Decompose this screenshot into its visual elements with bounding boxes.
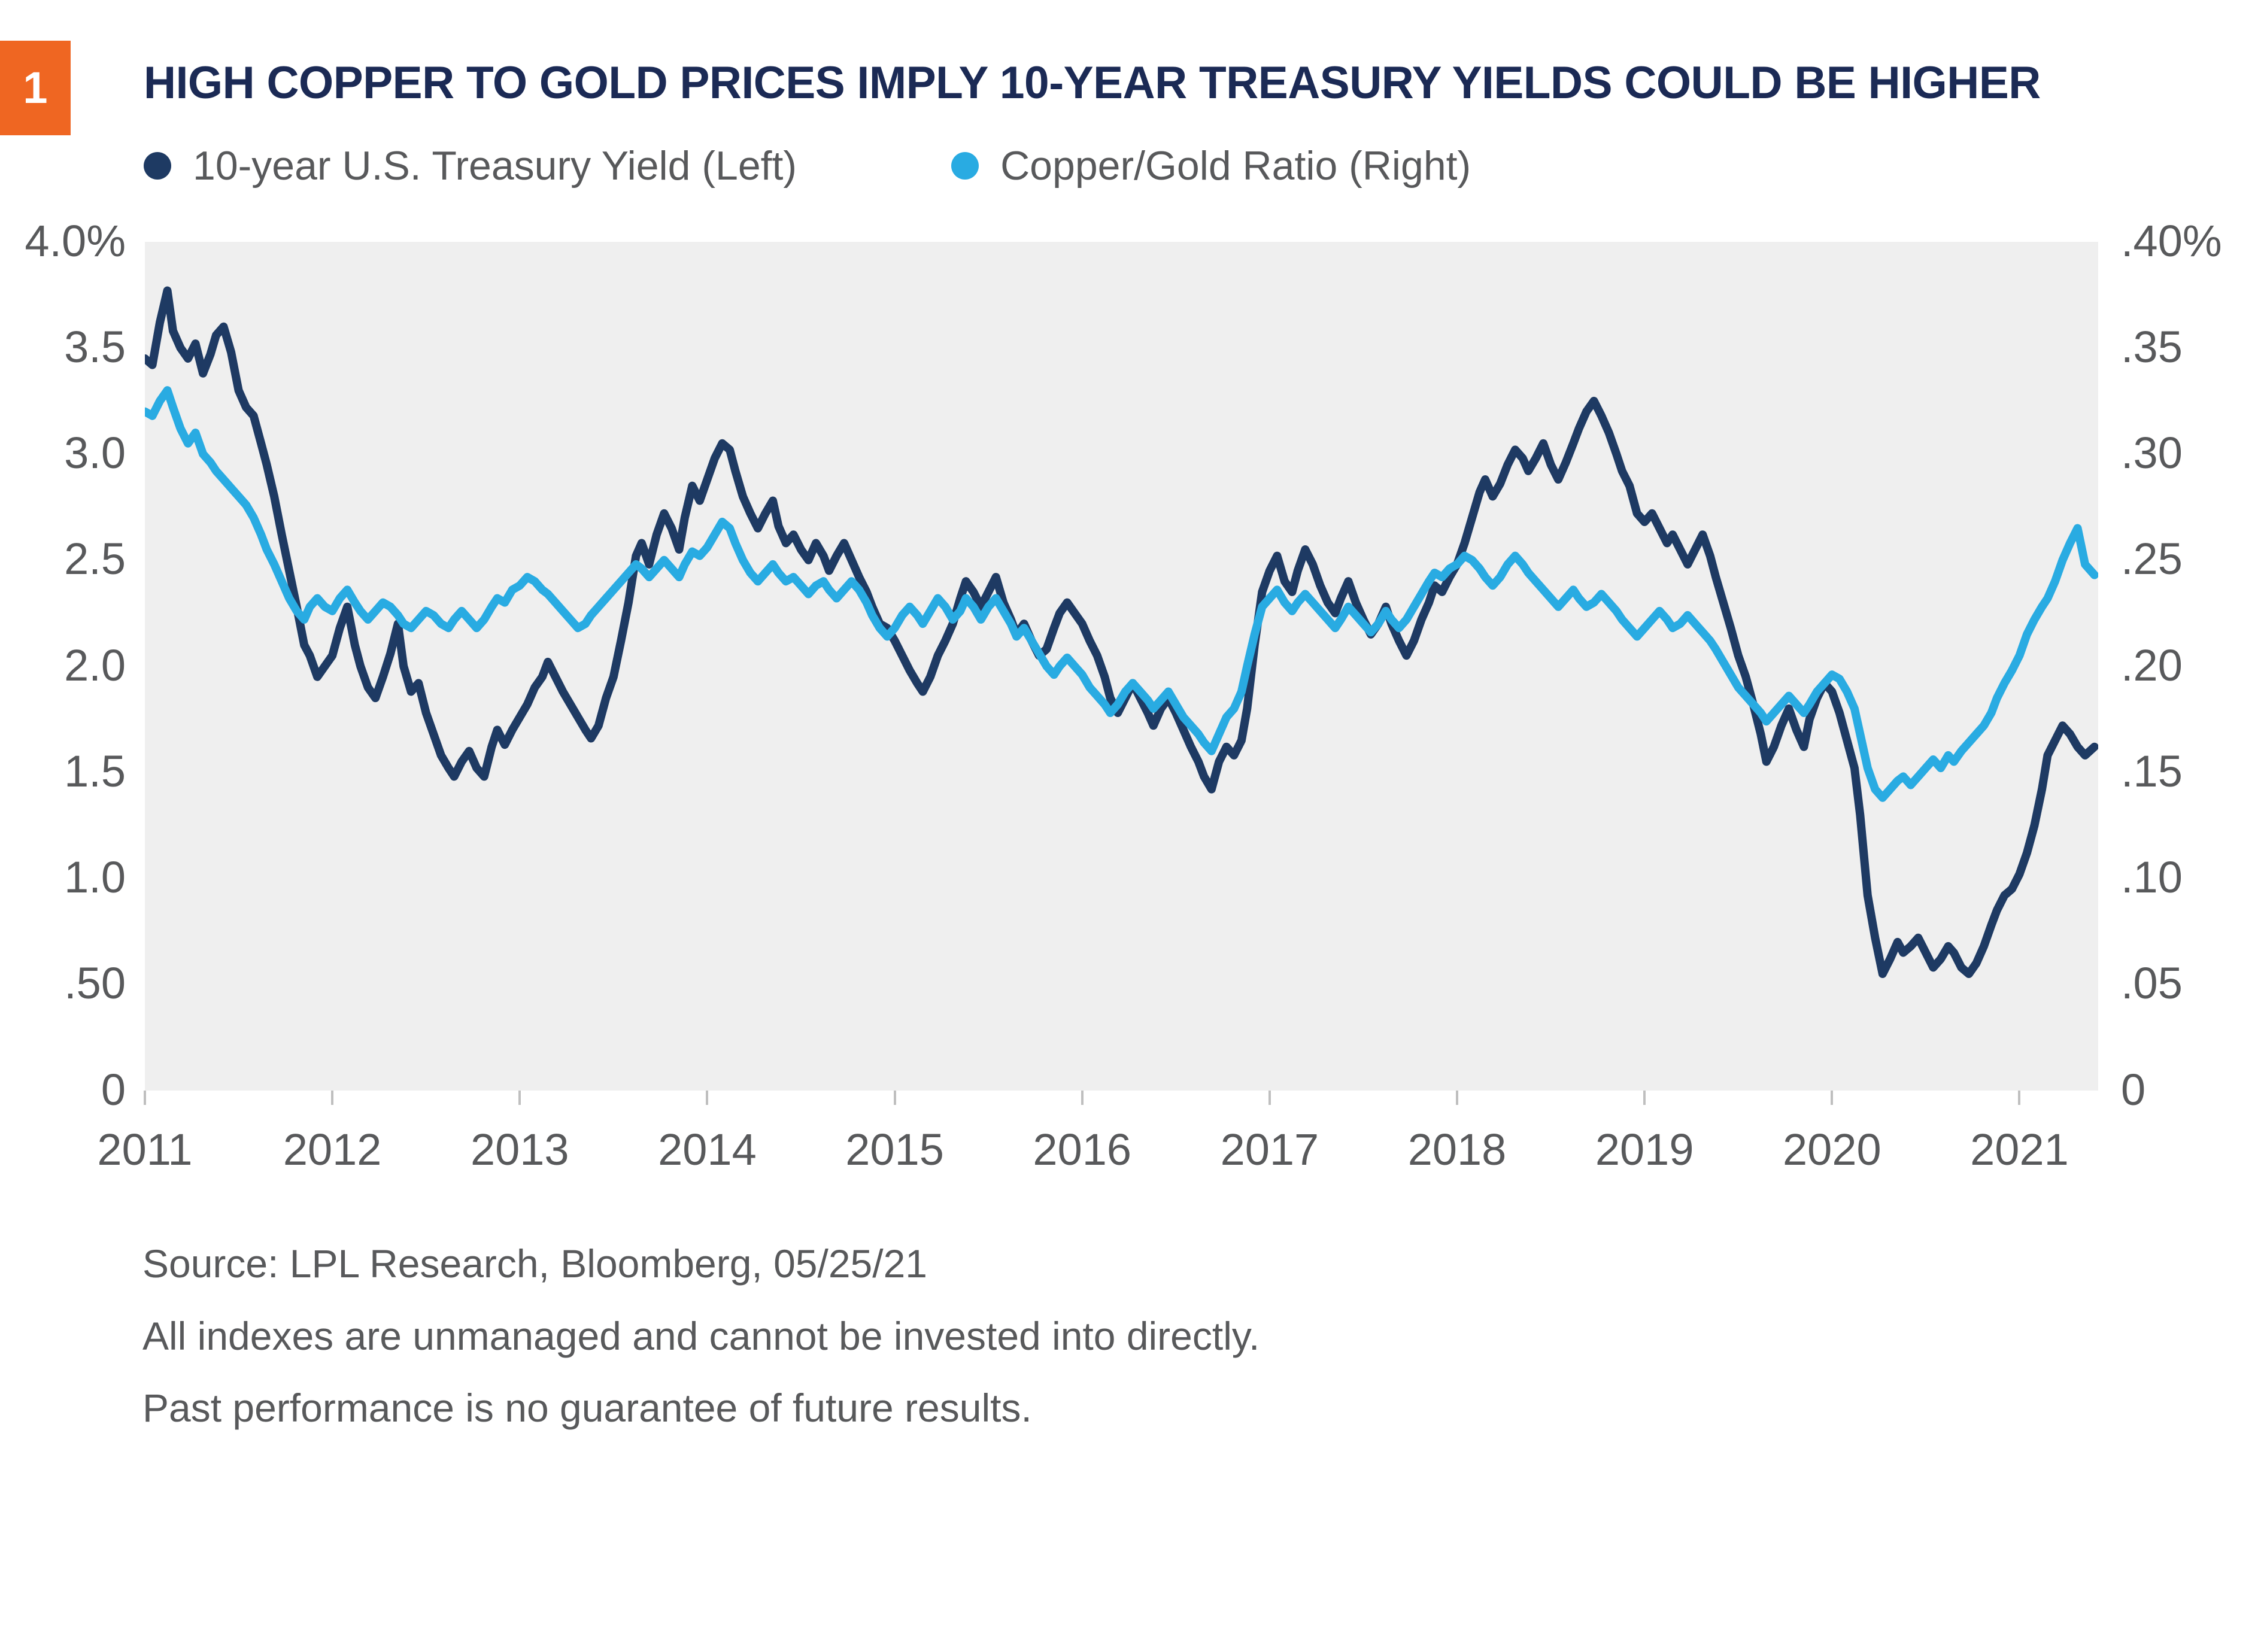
y-axis-left-tick-5: 1.5	[64, 746, 126, 796]
x-axis-tickmark	[1831, 1091, 1834, 1105]
y-axis-right-tick-7: .05	[2121, 958, 2183, 1009]
chart-lines-svg	[145, 286, 2098, 979]
x-axis-tickmark	[144, 1091, 146, 1105]
legend-item-copper-gold-ratio: Copper/Gold Ratio (Right)	[951, 139, 1471, 193]
x-axis-tickmark	[1268, 1091, 1271, 1105]
chart-series-line	[145, 286, 2098, 979]
x-axis-tick-3: 2014	[658, 1125, 757, 1174]
x-axis-tick-9: 2020	[1783, 1125, 1881, 1174]
x-axis-tickmark	[893, 1091, 896, 1105]
footnote-source: Source: LPL Research, Bloomberg, 05/25/2…	[142, 1241, 928, 1286]
x-axis-tick-10: 2021	[1970, 1125, 2069, 1174]
plot-background	[145, 242, 2098, 1091]
y-axis-right-tick-8: 0	[2121, 1064, 2146, 1115]
x-axis-tickmark	[1456, 1091, 1459, 1105]
y-axis-right-tick-5: .15	[2121, 746, 2183, 796]
legend-marker-dot-icon	[144, 152, 171, 180]
figure-number-badge: 1	[0, 41, 71, 135]
x-axis-tickmark	[331, 1091, 334, 1105]
x-axis-tick-8: 2019	[1595, 1125, 1694, 1174]
y-axis-left-tick-7: .50	[64, 958, 126, 1009]
y-axis-left-tick-4: 2.0	[64, 640, 126, 690]
y-axis-left-tick-6: 1.0	[64, 852, 126, 903]
y-axis-left-tick-2: 3.0	[64, 428, 126, 478]
chart-series-line	[145, 386, 2098, 802]
x-axis-tickmark	[1643, 1091, 1646, 1105]
legend-item-treasury-yield: 10-year U.S. Treasury Yield (Left)	[144, 139, 797, 193]
y-axis-right-tick-1: .35	[2121, 321, 2183, 372]
y-axis-left-tick-1: 3.5	[64, 321, 126, 372]
y-axis-right-tick-4: .20	[2121, 640, 2183, 690]
figure-number: 1	[23, 63, 48, 113]
y-axis-right-tick-3: .25	[2121, 534, 2183, 584]
y-axis-left-tick-0: 4.0%	[25, 215, 126, 266]
chart-header: 1 HIGH COPPER TO GOLD PRICES IMPLY 10-YE…	[0, 0, 2267, 144]
x-axis-tick-6: 2017	[1220, 1125, 1319, 1174]
x-axis-tick-1: 2012	[283, 1125, 382, 1174]
chart-legend: 10-year U.S. Treasury Yield (Left) Coppe…	[144, 139, 1471, 193]
y-axis-right-tick-6: .10	[2121, 852, 2183, 903]
footnote-disclaimer-indexes: All indexes are unmanaged and cannot be …	[142, 1313, 1260, 1358]
x-axis-tickmark	[518, 1091, 521, 1105]
legend-marker-dot-icon	[951, 152, 979, 180]
legend-label-treasury-yield: 10-year U.S. Treasury Yield (Left)	[193, 143, 797, 189]
x-axis-tick-7: 2018	[1407, 1125, 1507, 1174]
y-axis-right-tick-0: .40%	[2121, 215, 2222, 266]
x-axis-tick-4: 2015	[845, 1125, 944, 1174]
y-axis-left-tick-8: 0	[101, 1064, 126, 1115]
x-axis-tick-2: 2013	[470, 1125, 569, 1174]
x-axis-tickmark	[2018, 1091, 2021, 1105]
x-axis-tick-0: 2011	[97, 1125, 193, 1174]
x-axis-tickmark	[706, 1091, 709, 1105]
footnote-disclaimer-performance: Past performance is no guarantee of futu…	[142, 1386, 1032, 1430]
legend-label-copper-gold-ratio: Copper/Gold Ratio (Right)	[1000, 143, 1471, 189]
x-axis-tick-5: 2016	[1033, 1125, 1132, 1174]
x-axis-tickmark	[1081, 1091, 1084, 1105]
y-axis-right-tick-2: .30	[2121, 428, 2183, 478]
chart-footnotes: Source: LPL Research, Bloomberg, 05/25/2…	[142, 1239, 1260, 1456]
y-axis-left-tick-3: 2.5	[64, 534, 126, 584]
page-title: HIGH COPPER TO GOLD PRICES IMPLY 10-YEAR…	[144, 57, 2041, 108]
